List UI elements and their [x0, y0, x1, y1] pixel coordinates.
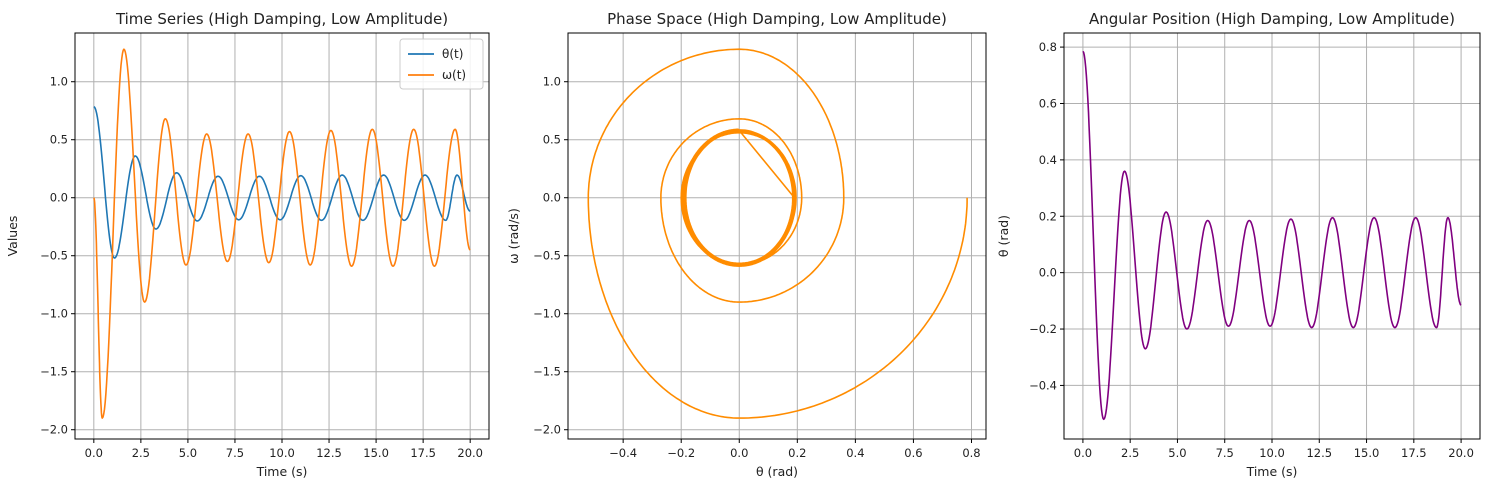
x-tick-label: 0.6 — [904, 446, 922, 460]
x-tick-label: 10.0 — [1259, 446, 1285, 460]
legend-label-2: ω(t) — [442, 68, 466, 82]
x-tick-label: 2.5 — [1121, 446, 1139, 460]
y-tick-label: −2.0 — [533, 423, 561, 437]
x-tick-label: 15.0 — [1354, 446, 1380, 460]
y-tick-label: −2.0 — [40, 423, 68, 437]
series-line-1 — [1082, 50, 1462, 421]
x-tick-label: 15.0 — [363, 446, 389, 460]
y-tick-label: 0.8 — [1039, 40, 1057, 54]
x-tick-label: 20.0 — [1448, 446, 1474, 460]
x-tick-label: 2.5 — [132, 446, 150, 460]
x-tick-label: 0.0 — [1074, 446, 1092, 460]
x-tick-label: 5.0 — [1168, 446, 1186, 460]
x-tick-label: −0.2 — [667, 446, 695, 460]
grid — [75, 33, 489, 439]
chart-title: Time Series (High Damping, Low Amplitude… — [115, 10, 448, 28]
y-tick-label: −0.5 — [533, 249, 561, 263]
x-axis-label: Time (s) — [1246, 464, 1298, 479]
series-line-1 — [587, 48, 968, 419]
plot-area — [587, 48, 968, 419]
grid — [568, 33, 986, 439]
legend-box — [399, 38, 484, 90]
y-tick-label: −1.0 — [533, 307, 561, 321]
y-tick-label: 1.0 — [543, 75, 561, 89]
x-tick-label: −0.4 — [609, 446, 637, 460]
x-tick-label: 17.5 — [1401, 446, 1427, 460]
x-tick-label: 0.2 — [788, 446, 806, 460]
x-tick-label: 0.0 — [730, 446, 748, 460]
y-axis-label: ω (rad/s) — [506, 208, 521, 264]
subplot-2: −0.4 −0.2 0.0 0.2 0.4 0.6 0.8 −2.0 −1.5 −1.0 −0.5 0… — [506, 10, 987, 479]
chart-title: Phase Space (High Damping, Low Amplitude… — [607, 10, 947, 28]
subplot-1: 0.0 2.5 5.0 7.5 10.0 12.5 15.0 17.5 20.0 −2.0 −1.5… — [5, 10, 490, 479]
plot-area — [1082, 50, 1462, 421]
legend: θ(t) ω(t) — [399, 38, 484, 90]
y-tick-label: −1.0 — [40, 307, 68, 321]
x-tick-label: 0.4 — [846, 446, 864, 460]
y-tick-label: −1.5 — [533, 365, 561, 379]
x-tick-label: 7.5 — [226, 446, 244, 460]
series-line-2 — [93, 48, 471, 419]
x-axis-label: Time (s) — [256, 464, 308, 479]
y-tick-label: 0.4 — [1039, 153, 1057, 167]
x-tick-label: 5.0 — [179, 446, 197, 460]
subplot-3: 0.0 2.5 5.0 7.5 10.0 12.5 15.0 17.5 20.0 −0.4 −0.2… — [996, 10, 1481, 479]
y-tick-label: −0.2 — [1029, 322, 1057, 336]
plot-area — [93, 48, 471, 419]
y-tick-label: 0.0 — [543, 191, 561, 205]
grid — [1064, 33, 1480, 439]
x-tick-label: 12.5 — [316, 446, 342, 460]
y-axis-label: Values — [5, 216, 20, 257]
y-tick-label: 1.0 — [50, 75, 68, 89]
y-tick-label: 0.2 — [1039, 209, 1057, 223]
x-tick-label: 0.0 — [85, 446, 103, 460]
y-tick-label: 0.5 — [543, 133, 561, 147]
y-tick-label: 0.0 — [50, 191, 68, 205]
legend-label-1: θ(t) — [442, 47, 463, 61]
x-tick-label: 7.5 — [1216, 446, 1234, 460]
x-tick-label: 17.5 — [410, 446, 436, 460]
y-tick-label: −0.5 — [40, 249, 68, 263]
y-tick-label: −1.5 — [40, 365, 68, 379]
y-tick-label: −0.4 — [1029, 378, 1057, 392]
chart-title: Angular Position (High Damping, Low Ampl… — [1089, 10, 1455, 28]
y-tick-label: 0.5 — [50, 133, 68, 147]
y-tick-label: 0.0 — [1039, 266, 1057, 280]
x-tick-label: 10.0 — [269, 446, 295, 460]
x-tick-label: 20.0 — [457, 446, 483, 460]
axes-frame — [567, 32, 987, 440]
x-axis-label: θ (rad) — [756, 464, 798, 479]
y-axis-label: θ (rad) — [996, 215, 1011, 257]
x-tick-label: 12.5 — [1306, 446, 1332, 460]
x-tick-label: 0.8 — [962, 446, 980, 460]
y-tick-label: 0.6 — [1039, 96, 1057, 110]
